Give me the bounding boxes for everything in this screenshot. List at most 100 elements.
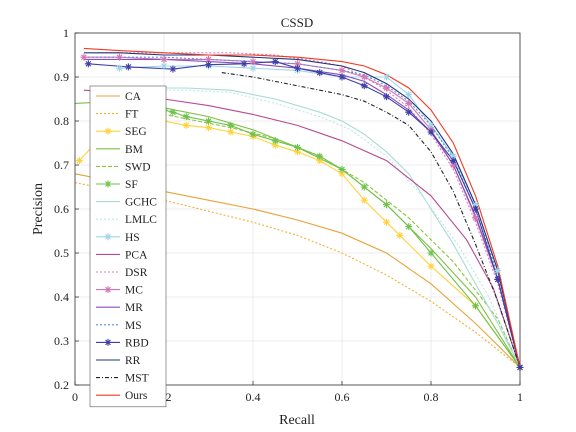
star-marker [104,286,112,294]
legend-label: MR [125,302,143,314]
y-tick-label: 0.9 [54,70,69,84]
star-marker [169,65,177,73]
y-tick-label: 0.4 [54,290,69,304]
star-marker [294,64,301,72]
star-marker [84,60,92,68]
star-marker [160,55,168,63]
star-marker [383,201,390,209]
star-marker [160,62,168,70]
legend-label: MST [125,373,149,385]
star-marker [104,180,112,188]
star-marker [472,214,479,222]
star-marker [316,152,324,160]
y-tick-label: 0.2 [54,378,69,392]
legend-label: PCA [125,249,148,261]
legend-label: GCHC [125,197,157,209]
series-line-sf [163,109,521,368]
star-marker [494,275,502,283]
legend-label: MC [125,285,143,297]
legend-label: SEG [125,126,147,138]
x-axis-label: Recall [279,413,315,428]
series-line-gchc [97,87,521,368]
star-marker [227,121,235,129]
star-marker [294,148,301,156]
star-marker [124,63,132,71]
series-line-ft [74,182,521,368]
legend-label: SWD [125,161,151,173]
legend-label: FT [125,109,138,121]
star-marker [449,152,457,160]
star-marker [104,127,112,135]
star-marker [182,113,190,121]
star-marker [205,55,212,63]
star-marker [383,218,390,226]
star-marker [104,338,112,346]
star-marker [104,233,112,241]
star-marker [427,249,435,257]
legend-label: HS [125,232,140,244]
star-marker [249,130,257,138]
star-marker [182,121,190,129]
star-marker [405,223,413,231]
series-line-rr [83,52,521,368]
series-line-mr [83,58,521,368]
star-marker [338,170,346,178]
star-marker [360,73,368,81]
star-marker [294,143,301,151]
star-marker [271,58,279,66]
legend-label: SF [125,179,138,191]
chart-title: CSSD [281,15,314,30]
series-line-lmlc [97,89,521,368]
legend-label: Ours [125,390,148,402]
star-marker [383,93,390,101]
star-marker [494,267,502,275]
legend-box [89,85,167,408]
star-marker [360,183,368,191]
y-tick-label: 0.3 [54,334,69,348]
y-tick-label: 0.8 [54,114,69,128]
legend-label: LMLC [125,214,157,226]
star-marker [338,66,346,74]
star-marker [383,73,390,81]
series-line-ours [83,47,521,368]
star-marker [360,196,368,204]
star-marker [227,128,235,136]
star-marker [472,302,479,310]
star-marker [472,205,479,213]
star-marker [427,121,435,129]
star-marker [316,157,324,165]
star-marker [360,82,368,90]
star-marker [205,61,212,69]
legend-label: DSR [125,267,148,279]
x-tick-label: 0.8 [424,390,439,404]
star-marker [449,161,457,169]
y-tick-label: 1 [63,26,69,40]
star-marker [405,108,413,116]
star-marker [240,60,248,68]
series-line-mst [221,72,521,368]
star-marker [116,64,123,72]
star-marker [116,53,123,61]
star-marker [169,108,177,116]
star-marker [396,231,404,239]
star-marker [205,117,212,125]
star-marker [427,128,435,136]
star-marker [383,84,390,92]
star-marker [249,58,257,66]
star-marker [271,137,279,145]
star-marker [472,201,479,209]
x-tick-label: 0 [72,390,78,404]
star-marker [316,69,324,77]
legend-label: CA [125,91,142,103]
star-marker [405,99,413,107]
star-marker [405,91,413,99]
star-marker [80,53,88,61]
star-marker [205,124,212,132]
star-marker [294,60,301,68]
x-tick-label: 0.6 [335,390,350,404]
y-tick-label: 0.6 [54,202,69,216]
legend: CA FT SEG BM SWD SF GCHC LMLC HS PCA DSR MC MR MS RBD R… [89,85,167,408]
x-tick-label: 1 [517,390,523,404]
series-markers [75,53,524,371]
